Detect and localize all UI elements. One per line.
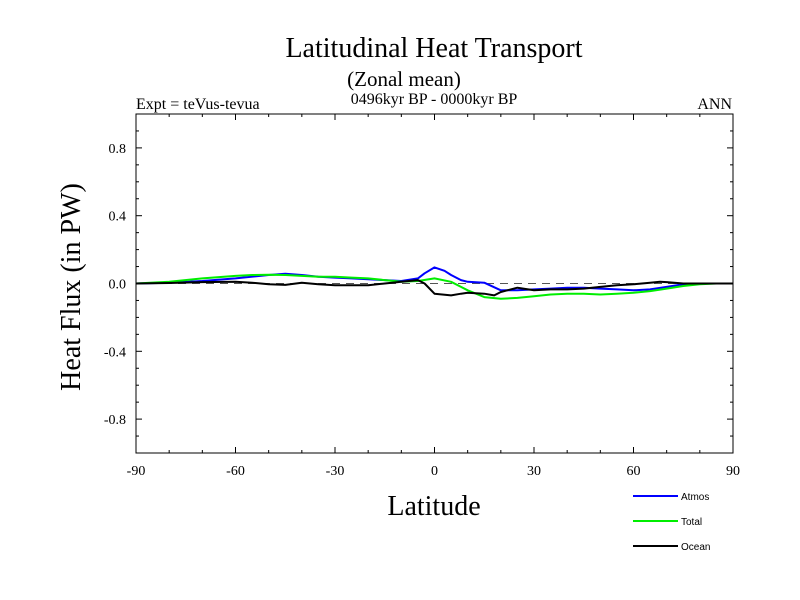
y-tick-label: -0.8 [104, 413, 126, 428]
x-tick-label: 90 [726, 464, 740, 479]
x-tick-label: 60 [627, 464, 641, 479]
x-tick-label: -60 [226, 464, 245, 479]
x-tick-label: -30 [326, 464, 345, 479]
period-label: 0496kyr BP - 0000kyr BP [351, 91, 518, 108]
x-axis-label: Latitude [387, 491, 480, 522]
legend-label-total: Total [681, 517, 702, 528]
x-tick-label: 0 [431, 464, 438, 479]
x-tick-label: 30 [527, 464, 541, 479]
series-line-total [135, 273, 733, 300]
experiment-label: Expt = teVus-tevua [136, 96, 260, 113]
y-tick-label: 0.0 [109, 278, 127, 293]
axis-ticks [135, 114, 734, 453]
chart-subtitle: (Zonal mean) [347, 67, 461, 91]
y-tick-label: -0.4 [104, 345, 126, 360]
x-tick-label: -90 [127, 464, 146, 479]
season-label: ANN [697, 96, 732, 113]
legend: Atmos Total Ocean [633, 492, 710, 553]
y-axis-label: Heat Flux (in PW) [56, 183, 87, 391]
series-lines [135, 266, 733, 300]
axis-tick-labels: -90 -60 -30 0 30 60 90 -0.8 -0.4 0.0 0.4 0.8 [104, 142, 740, 479]
series-line-ocean [135, 279, 733, 297]
chart-title: Latitudinal Heat Transport [285, 33, 582, 64]
y-tick-label: 0.4 [109, 210, 127, 225]
y-tick-label: 0.8 [109, 142, 127, 157]
legend-label-ocean: Ocean [681, 542, 710, 553]
legend-label-atmos: Atmos [681, 492, 709, 503]
